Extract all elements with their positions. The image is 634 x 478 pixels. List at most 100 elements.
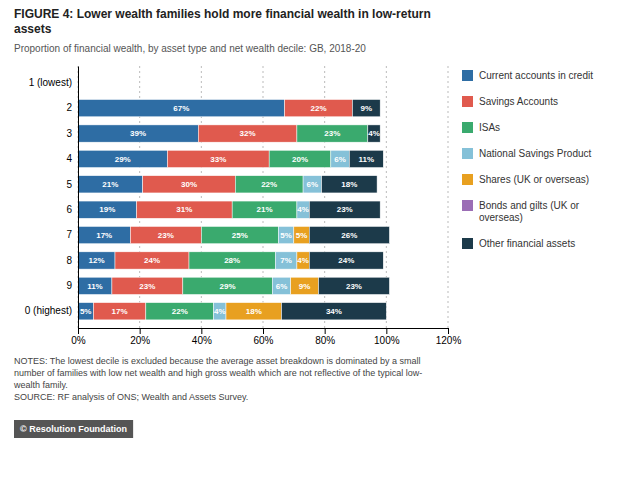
data-label: 22% (310, 104, 326, 113)
data-label: 31% (176, 205, 192, 214)
bar (78, 176, 143, 193)
data-label: 5% (280, 231, 292, 240)
data-label: 34% (326, 307, 342, 316)
legend-swatch (462, 70, 473, 81)
title-line: assets (14, 22, 52, 36)
data-label: 39% (130, 129, 146, 138)
legend-label-line: Savings Accounts (479, 96, 558, 107)
x-tick-label: 20% (130, 335, 150, 346)
bar (115, 252, 189, 269)
y-tick-label: 3 (66, 128, 72, 139)
data-label: 23% (158, 231, 174, 240)
data-label: 4% (214, 307, 226, 316)
y-tick-label: 5 (66, 179, 72, 190)
data-label: 23% (324, 129, 340, 138)
data-label: 32% (240, 129, 256, 138)
legend-swatch (462, 96, 473, 107)
bar (235, 176, 303, 193)
title-line: FIGURE 4: Lower wealth families hold mor… (14, 7, 431, 21)
x-tick: 60% (253, 328, 273, 346)
bar (78, 201, 137, 218)
x-tick-mark (448, 328, 449, 334)
notes-line: number of families with low net wealth a… (14, 368, 422, 378)
bar (226, 303, 282, 320)
bar (78, 226, 130, 243)
legend-swatch (462, 174, 473, 185)
bar (285, 100, 353, 117)
legend-label: Shares (UK or overseas) (479, 174, 589, 185)
chart-svg: FIGURE 4: Lower wealth families hold mor… (0, 0, 634, 478)
data-label: 18% (246, 307, 262, 316)
data-label: 21% (102, 180, 118, 189)
data-label: 30% (181, 180, 197, 189)
grid (78, 66, 448, 328)
source-label: © Resolution Foundation (14, 420, 133, 438)
y-tick: 6 (66, 204, 78, 215)
x-tick-label: 120% (436, 335, 462, 346)
bar (297, 125, 368, 142)
x-tick: 120% (436, 328, 462, 346)
y-tick-label: 6 (66, 204, 72, 215)
bar (183, 277, 272, 294)
bar (78, 252, 115, 269)
x-tick: 20% (130, 328, 150, 346)
x-tick-mark (78, 328, 79, 334)
bar (368, 125, 380, 142)
y-axis: 1 (lowest)234567890 (highest) (25, 67, 79, 329)
data-label: 28% (224, 256, 240, 265)
x-tick: 80% (315, 328, 335, 346)
legend-label: Bonds and gilts (UK oroverseas) (479, 200, 580, 223)
x-tick-mark (140, 328, 141, 334)
x-tick-mark (263, 328, 264, 334)
legend-item: Shares (UK or overseas) (462, 174, 589, 185)
data-label: 6% (334, 155, 346, 164)
bar (201, 226, 278, 243)
data-label: 20% (292, 155, 308, 164)
notes-line: NOTES: The lowest decile is excluded bec… (14, 356, 421, 366)
data-label: 17% (112, 307, 128, 316)
legend-label-line: ISAs (479, 122, 500, 133)
data-label: 33% (210, 155, 226, 164)
bar (78, 100, 285, 117)
data-label: 22% (261, 180, 277, 189)
data-label: 22% (172, 307, 188, 316)
grid-line (78, 66, 79, 328)
bar (93, 303, 145, 320)
bar (78, 303, 93, 320)
bar (309, 201, 380, 218)
grid-line (448, 66, 449, 328)
data-label: 26% (341, 231, 357, 240)
legend: Current accounts in credit Savings Accoun… (462, 70, 593, 249)
legend-swatch (462, 238, 473, 249)
x-tick-label: 40% (192, 335, 212, 346)
data-label: 5% (296, 231, 308, 240)
bar (309, 252, 383, 269)
bar (112, 277, 183, 294)
bar (272, 277, 291, 294)
legend-label-line: Current accounts in credit (479, 70, 593, 81)
bar (309, 226, 389, 243)
bar (297, 252, 309, 269)
y-tick: 3 (66, 128, 78, 139)
data-label: 6% (276, 282, 288, 291)
bar (137, 201, 233, 218)
data-label: 23% (139, 282, 155, 291)
bar (78, 125, 198, 142)
legend-item: Savings Accounts (462, 96, 558, 107)
legend-item: Current accounts in credit (462, 70, 593, 81)
y-tick: 2 (66, 102, 78, 113)
y-tick-label: 0 (highest) (25, 305, 72, 316)
x-tick-label: 80% (315, 335, 335, 346)
data-label: 19% (99, 205, 115, 214)
bar (130, 226, 201, 243)
data-label: 9% (299, 282, 311, 291)
data-label: 7% (280, 256, 292, 265)
source-box (14, 420, 133, 438)
bar (349, 150, 383, 167)
x-tick-label: 0% (71, 335, 86, 346)
data-label: 4% (368, 129, 380, 138)
bar (78, 277, 112, 294)
data-label: 25% (232, 231, 248, 240)
legend-label-line: National Savings Product (479, 148, 592, 159)
data-label: 17% (96, 231, 112, 240)
